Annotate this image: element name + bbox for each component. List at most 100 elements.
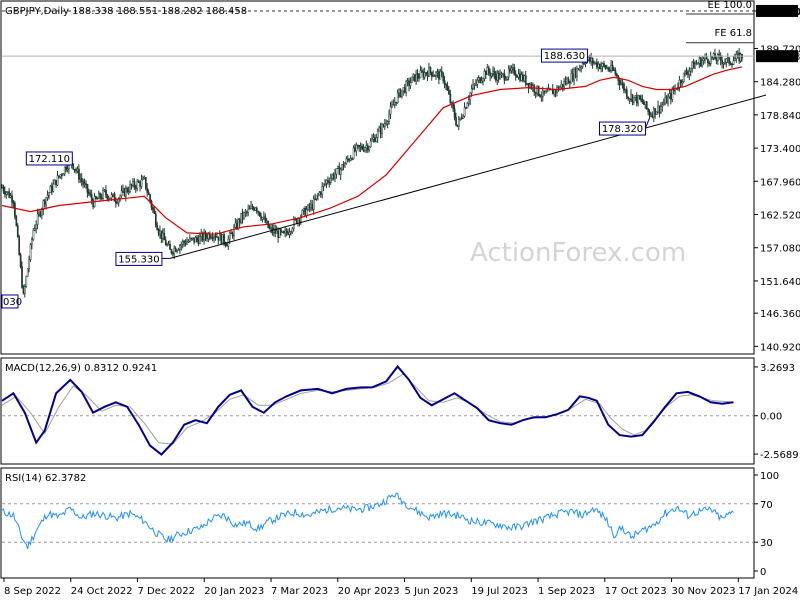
candle-body [174,247,177,252]
candle-body [725,58,728,63]
candle-body [601,63,604,67]
candle-body [419,70,422,79]
price-tick-label: 151.640 [760,277,800,288]
candle-body [707,58,709,64]
candle-body [438,71,440,80]
candle-body [516,75,519,78]
candle-body [254,207,257,211]
candle-body [727,57,729,60]
pivot-box [599,121,646,136]
candle-body [497,72,500,80]
candle-body [315,195,318,200]
candle-body [305,209,308,217]
candle-body [645,101,648,109]
candle-body [8,191,11,198]
candle-body [523,75,526,82]
price-tick-label: 167.960 [760,177,800,188]
candle-body [509,68,511,71]
rsi-panel-frame [0,467,755,579]
candle-body [234,222,237,228]
candle-body [86,184,89,193]
candle-body [728,57,731,64]
candle-body [263,216,265,219]
candle-body [233,227,235,237]
candle-body [506,76,509,80]
last-price-badge-text: 188.458 [759,52,800,63]
candle-body [627,96,630,100]
candle-body [88,192,90,195]
candle-body [456,124,459,127]
candle-body [385,123,388,125]
candle-body [502,73,504,75]
candle-body [534,91,537,94]
candle-body [53,179,56,185]
candle-body [463,107,466,117]
candle-body [600,66,603,69]
candle-body [246,211,248,214]
candle-body [159,230,161,235]
candle-body [51,186,53,192]
candle-body [149,194,151,202]
candle-body [264,216,267,223]
candle-body [739,53,742,62]
candle-body [468,99,470,104]
candle-body [395,101,398,104]
candle-body [569,82,571,85]
candle-body [692,61,695,69]
candle-body [460,117,463,120]
candle-body [563,81,566,88]
candle-body [623,83,625,91]
candle-body [14,202,16,217]
candle-body [643,101,645,105]
candle-body [561,83,564,88]
price-panel-title: GBPJPY,Daily 188.338 188.551 188.282 188… [5,6,247,17]
candle-body [653,108,655,118]
candle-body [664,97,667,104]
candle-body [382,124,385,127]
candle-body [738,52,741,62]
candle-body [596,61,598,68]
candle-body [349,158,352,161]
candle-body [606,67,608,70]
candle-body [142,177,144,181]
time-tick-label: 1 Sep 2023 [538,586,595,597]
candle-body [288,232,291,235]
candle-body [517,73,520,78]
candle-body [513,67,516,75]
macd-tick-label: 3.2693 [760,363,795,374]
candle-body [421,70,423,73]
candle-body [477,77,480,81]
candle-body [381,124,383,134]
candle-body [650,114,652,117]
candle-body [709,56,712,64]
candle-body [176,249,178,252]
candle-body [100,197,103,200]
candle-body [637,95,640,104]
candle-body [146,188,149,193]
candle-body [505,79,507,81]
candle-body [181,241,184,245]
candle-body [180,244,183,246]
candle-body [281,231,284,233]
candle-body [500,73,503,75]
candle-body [78,168,80,180]
candle-body [12,201,15,204]
candle-body [423,72,426,78]
candle-body [283,231,285,234]
candle-body [75,169,77,172]
candle-body [566,78,568,84]
candle-body [45,197,48,205]
candle-body [522,74,524,82]
candle-body [65,166,67,171]
price-tick-label: 178.840 [760,111,800,122]
candle-body [133,181,136,188]
candle-body [99,193,102,199]
candle-body [608,69,611,72]
candle-body [462,115,465,119]
candle-body [426,73,429,77]
candle-body [597,63,600,68]
candle-body [543,90,546,94]
candle-body [231,232,234,237]
candle-body [228,232,231,240]
candle-body [459,117,462,120]
